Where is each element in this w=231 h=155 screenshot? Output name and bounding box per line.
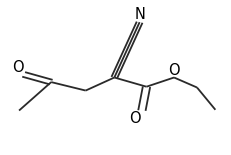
Text: O: O <box>168 63 180 78</box>
Text: N: N <box>134 7 145 22</box>
Text: O: O <box>12 60 24 75</box>
Text: O: O <box>129 111 140 126</box>
